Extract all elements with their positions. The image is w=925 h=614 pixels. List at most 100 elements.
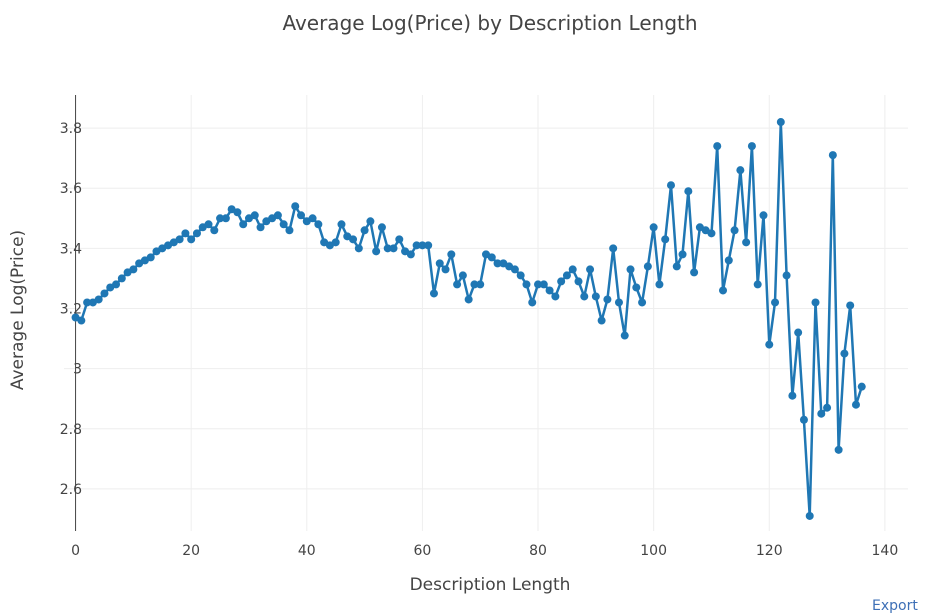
data-point[interactable] bbox=[77, 316, 86, 325]
data-point[interactable] bbox=[146, 253, 155, 262]
data-point[interactable] bbox=[574, 277, 583, 286]
data-point[interactable] bbox=[609, 244, 618, 253]
data-point[interactable] bbox=[372, 247, 381, 256]
data-point[interactable] bbox=[672, 262, 681, 271]
data-point[interactable] bbox=[655, 280, 664, 289]
data-point[interactable] bbox=[614, 298, 623, 307]
data-point[interactable] bbox=[568, 265, 577, 274]
data-point[interactable] bbox=[661, 235, 670, 244]
data-point[interactable] bbox=[395, 235, 404, 244]
data-point[interactable] bbox=[528, 298, 537, 307]
data-point[interactable] bbox=[360, 226, 369, 235]
export-link[interactable]: Export bbox=[872, 598, 918, 614]
data-point[interactable] bbox=[210, 226, 219, 235]
data-point[interactable] bbox=[782, 271, 791, 280]
data-point[interactable] bbox=[545, 286, 554, 295]
data-point[interactable] bbox=[834, 445, 843, 454]
data-point[interactable] bbox=[857, 382, 866, 391]
data-point[interactable] bbox=[100, 289, 109, 298]
data-point[interactable] bbox=[522, 280, 531, 289]
data-point[interactable] bbox=[724, 256, 733, 265]
data-point[interactable] bbox=[447, 250, 456, 259]
data-point[interactable] bbox=[453, 280, 462, 289]
data-point[interactable] bbox=[591, 292, 600, 301]
data-point[interactable] bbox=[354, 244, 363, 253]
data-point[interactable] bbox=[626, 265, 635, 274]
data-point[interactable] bbox=[516, 271, 525, 280]
data-point[interactable] bbox=[487, 253, 496, 262]
data-point[interactable] bbox=[377, 223, 386, 232]
data-point[interactable] bbox=[666, 181, 675, 190]
data-point[interactable] bbox=[823, 403, 832, 412]
data-point[interactable] bbox=[458, 271, 467, 280]
data-point[interactable] bbox=[788, 391, 797, 400]
data-point[interactable] bbox=[753, 280, 762, 289]
data-point[interactable] bbox=[117, 274, 126, 283]
data-point[interactable] bbox=[250, 211, 259, 220]
data-point[interactable] bbox=[175, 235, 184, 244]
data-point[interactable] bbox=[742, 238, 751, 247]
data-point[interactable] bbox=[586, 265, 595, 274]
data-point[interactable] bbox=[476, 280, 485, 289]
data-point[interactable] bbox=[846, 301, 855, 310]
data-point[interactable] bbox=[638, 298, 647, 307]
data-point[interactable] bbox=[707, 229, 716, 238]
data-point[interactable] bbox=[805, 511, 814, 520]
data-point[interactable] bbox=[192, 229, 201, 238]
data-point[interactable] bbox=[759, 211, 768, 220]
data-point[interactable] bbox=[308, 214, 317, 223]
data-point[interactable] bbox=[534, 280, 543, 289]
data-point[interactable] bbox=[684, 187, 693, 196]
data-point[interactable] bbox=[736, 166, 745, 175]
data-point[interactable] bbox=[840, 349, 849, 358]
data-point[interactable] bbox=[620, 331, 629, 340]
data-point[interactable] bbox=[643, 262, 652, 271]
data-point[interactable] bbox=[83, 298, 92, 307]
data-point[interactable] bbox=[632, 283, 641, 292]
data-point[interactable] bbox=[129, 265, 138, 274]
data-point[interactable] bbox=[331, 238, 340, 247]
data-point[interactable] bbox=[435, 259, 444, 268]
data-point[interactable] bbox=[406, 250, 415, 259]
data-point[interactable] bbox=[851, 400, 860, 409]
data-point[interactable] bbox=[256, 223, 265, 232]
data-point[interactable] bbox=[314, 220, 323, 229]
data-point[interactable] bbox=[649, 223, 658, 232]
data-point[interactable] bbox=[204, 220, 213, 229]
data-point[interactable] bbox=[239, 220, 248, 229]
data-point[interactable] bbox=[713, 142, 722, 151]
data-point[interactable] bbox=[233, 208, 242, 217]
data-point[interactable] bbox=[412, 241, 421, 250]
data-point[interactable] bbox=[464, 295, 473, 304]
data-point[interactable] bbox=[817, 409, 826, 418]
data-point[interactable] bbox=[603, 295, 612, 304]
data-point[interactable] bbox=[551, 292, 560, 301]
data-point[interactable] bbox=[181, 229, 190, 238]
data-point[interactable] bbox=[366, 217, 375, 226]
data-point[interactable] bbox=[493, 259, 502, 268]
data-point[interactable] bbox=[765, 340, 774, 349]
data-point[interactable] bbox=[187, 235, 196, 244]
data-point[interactable] bbox=[470, 280, 479, 289]
data-point[interactable] bbox=[799, 415, 808, 424]
data-point[interactable] bbox=[597, 316, 606, 325]
data-point[interactable] bbox=[389, 244, 398, 253]
data-point[interactable] bbox=[112, 280, 121, 289]
data-point[interactable] bbox=[291, 202, 300, 211]
data-point[interactable] bbox=[776, 118, 785, 127]
data-point[interactable] bbox=[418, 241, 427, 250]
data-point[interactable] bbox=[730, 226, 739, 235]
data-point[interactable] bbox=[510, 265, 519, 274]
data-point[interactable] bbox=[279, 220, 288, 229]
data-point[interactable] bbox=[690, 268, 699, 277]
data-point[interactable] bbox=[285, 226, 294, 235]
data-point[interactable] bbox=[557, 277, 566, 286]
data-point[interactable] bbox=[811, 298, 820, 307]
data-point[interactable] bbox=[747, 142, 756, 151]
data-point[interactable] bbox=[429, 289, 438, 298]
data-point[interactable] bbox=[273, 211, 282, 220]
data-point[interactable] bbox=[794, 328, 803, 337]
data-point[interactable] bbox=[424, 241, 433, 250]
data-point[interactable] bbox=[771, 298, 780, 307]
data-point[interactable] bbox=[221, 214, 230, 223]
